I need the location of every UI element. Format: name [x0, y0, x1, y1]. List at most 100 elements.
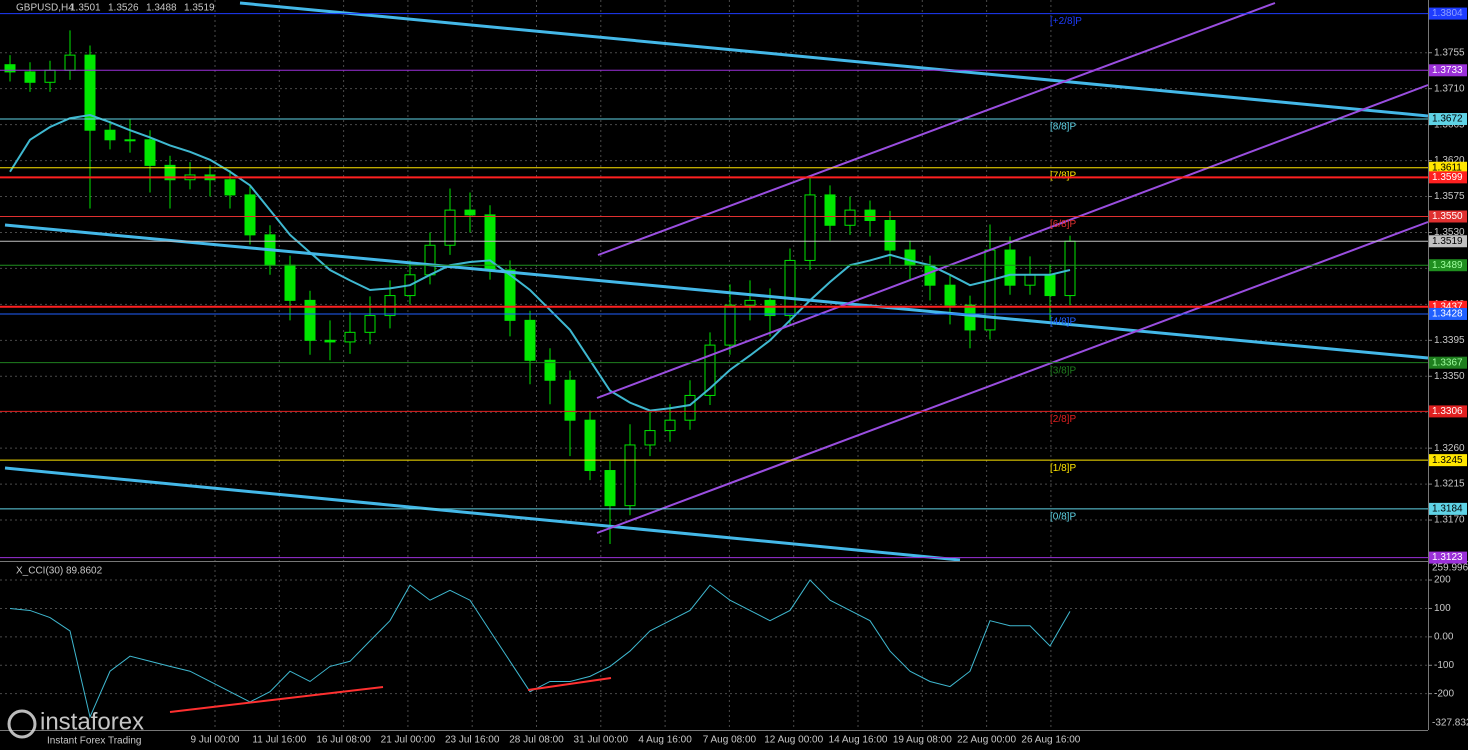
watermark: instaforex Instant Forex Trading — [7, 708, 144, 747]
level-label-box — [1429, 502, 1467, 515]
y-tick-label: 1.3530 — [1434, 227, 1465, 238]
candle-body — [864, 209, 876, 221]
candle-body — [584, 419, 596, 472]
candle-body — [684, 394, 696, 421]
level-label: 1.3804 — [1432, 8, 1463, 19]
candle-body — [4, 64, 16, 73]
y-tick-label: -100 — [1434, 660, 1454, 671]
candle-body — [544, 359, 556, 381]
candle-body — [504, 269, 516, 321]
level-label: 1.3489 — [1432, 260, 1463, 271]
y-tick-label: 1.3350 — [1434, 371, 1465, 382]
x-tick-label: 19 Aug 08:00 — [893, 735, 952, 746]
level-label-box — [1429, 551, 1467, 564]
divergence-line — [169, 686, 384, 713]
candle-body — [964, 304, 976, 331]
murray-label: [3/8]P — [1050, 365, 1076, 376]
level-label: 1.3550 — [1432, 211, 1463, 222]
candle-body — [44, 69, 56, 83]
level-label: 1.3672 — [1432, 114, 1463, 125]
indicator-title: X_CCI(30) — [16, 566, 63, 577]
candle-body — [304, 299, 316, 341]
level-label: 1.3245 — [1432, 455, 1463, 466]
channel-line — [596, 221, 1429, 534]
level-label: 1.3611 — [1432, 162, 1462, 173]
level-label-box — [1429, 405, 1467, 418]
candle-body — [744, 299, 756, 306]
level-label-box — [1429, 454, 1467, 467]
candle-body — [164, 164, 176, 181]
candle-body — [724, 304, 736, 346]
y-tick-label: 200 — [1434, 575, 1451, 586]
candle-body — [464, 209, 476, 216]
candle-body — [424, 244, 436, 276]
level-label: 1.3733 — [1432, 65, 1463, 76]
logo — [7, 709, 37, 739]
y-tick-label: 1.3620 — [1434, 155, 1465, 166]
x-tick-label: 28 Jul 08:00 — [509, 735, 564, 746]
murray-label: [1/8]P — [1050, 463, 1076, 474]
level-label-box — [1429, 356, 1467, 369]
level-label: 1.3123 — [1432, 552, 1463, 563]
trend-line — [4, 223, 1429, 360]
candle-body — [764, 299, 776, 317]
y-tick-label: 1.3215 — [1434, 479, 1465, 490]
x-tick-label: 4 Aug 16:00 — [638, 735, 692, 746]
candle-body — [84, 54, 96, 131]
level-label: 1.3599 — [1432, 172, 1463, 183]
level-label-box — [1429, 210, 1467, 223]
x-tick-label: 14 Aug 16:00 — [829, 735, 888, 746]
murray-label: [6/8]P — [1050, 219, 1076, 230]
level-label: 1.3437 — [1432, 301, 1463, 312]
candle-body — [1004, 249, 1016, 286]
trend-line — [4, 466, 961, 562]
header-value: 1.3526 — [108, 3, 139, 14]
candle-body — [284, 264, 296, 301]
level-label-box — [1429, 113, 1467, 126]
candle-body — [844, 209, 856, 226]
x-tick-label: 26 Aug 16:00 — [1021, 735, 1080, 746]
y-tick-label: 100 — [1434, 603, 1451, 614]
y-tick-label: -200 — [1434, 688, 1454, 699]
candle-body — [604, 470, 616, 507]
divergence-line — [527, 677, 612, 691]
candle-body — [1044, 274, 1056, 297]
candle-body — [1064, 240, 1076, 297]
candle-body — [144, 139, 156, 166]
candle-body — [564, 379, 576, 421]
candle-body — [124, 139, 136, 142]
candle-body — [384, 295, 396, 317]
level-label: 1.3367 — [1432, 357, 1463, 368]
candle-body — [324, 339, 336, 343]
level-label-box — [1429, 161, 1467, 174]
symbol-title: GBPUSD,H4 — [16, 3, 74, 14]
watermark-subtext: Instant Forex Trading — [47, 736, 142, 747]
y-tick-label: 1.3755 — [1434, 47, 1465, 58]
murray-label: [0/8]P — [1050, 512, 1076, 523]
y-limit-label: 259.9969 — [1432, 563, 1468, 574]
candle-body — [824, 194, 836, 226]
x-tick-label: 22 Aug 00:00 — [957, 735, 1016, 746]
level-label-box — [1429, 259, 1467, 272]
candle-body — [664, 419, 676, 432]
x-tick-label: 21 Jul 00:00 — [381, 735, 436, 746]
indicator-value: 89.8602 — [66, 566, 103, 577]
level-label-box — [1429, 7, 1467, 20]
level-label: 1.3428 — [1432, 309, 1463, 320]
candle-body — [944, 284, 956, 306]
candle-body — [704, 344, 716, 396]
candle-body — [244, 194, 256, 236]
moving-average — [9, 114, 1071, 412]
murray-label: [2/8]P — [1050, 414, 1076, 425]
x-tick-label: 9 Jul 00:00 — [191, 735, 240, 746]
trend-line — [239, 1, 1429, 118]
header-value: 1.3519 — [184, 3, 215, 14]
candle-body — [804, 194, 816, 261]
level-label-box — [1429, 235, 1467, 248]
plot-layer — [0, 0, 1428, 730]
watermark-text: instaforex — [40, 708, 144, 735]
y-tick-label: 1.3395 — [1434, 335, 1465, 346]
candle-body — [784, 259, 796, 317]
candle-body — [884, 219, 896, 251]
